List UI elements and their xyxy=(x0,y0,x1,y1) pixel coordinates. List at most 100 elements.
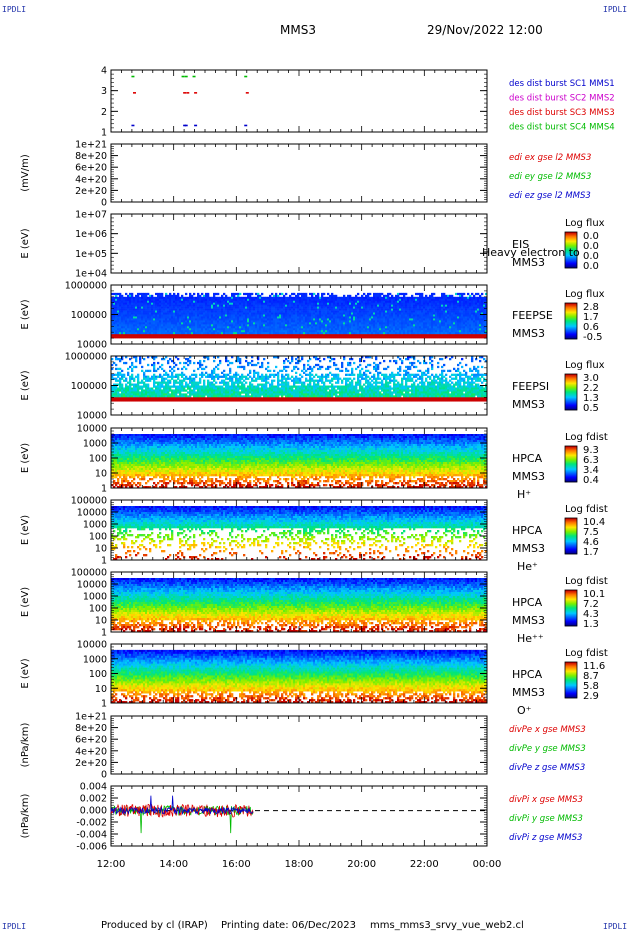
feeps_e-cell xyxy=(339,311,341,313)
feeps_e-cell xyxy=(465,324,467,326)
feeps_e-cell xyxy=(315,299,317,301)
feeps_e-cell xyxy=(151,324,153,326)
feeps_e-cell xyxy=(275,322,277,324)
feeps_e-cell xyxy=(253,332,255,334)
feeps_e-cell xyxy=(463,309,465,311)
feeps_e-cell xyxy=(163,328,165,330)
feeps_e-cell xyxy=(183,334,185,336)
feeps_e-cell xyxy=(129,326,131,328)
feeps_e-cell xyxy=(425,313,427,315)
feeps_e-cell xyxy=(305,299,307,301)
feeps_e-cell xyxy=(389,328,391,330)
feeps_e-cell xyxy=(173,334,175,336)
feeps_e-cell xyxy=(343,322,345,324)
feeps_e-cell xyxy=(363,299,365,301)
feeps_e-cell xyxy=(399,322,401,324)
feeps_e-cell xyxy=(471,311,473,313)
feeps_e-cell xyxy=(197,311,199,313)
feeps_e-cell xyxy=(217,326,219,328)
feeps_e-cell xyxy=(477,307,479,309)
feeps_e-cell xyxy=(125,309,127,311)
feeps_e-cell xyxy=(123,322,125,324)
feeps_e-cell xyxy=(223,332,225,334)
feeps_e-cell xyxy=(475,336,477,338)
feeps_e-cell xyxy=(305,295,307,297)
feeps_e-cell xyxy=(211,309,213,311)
feeps_e-cell xyxy=(119,313,121,315)
feeps_e-cell xyxy=(187,334,189,336)
feeps_e-cell xyxy=(301,330,303,332)
feeps_e-cell xyxy=(205,311,207,313)
feeps_e-cell xyxy=(293,326,295,328)
feeps_e-cell xyxy=(119,297,121,299)
feeps_e-cell xyxy=(441,324,443,326)
feeps_e-cell xyxy=(295,324,297,326)
feeps_e-cell xyxy=(479,299,481,301)
feeps_e-cell xyxy=(121,336,123,338)
feeps_e-cell xyxy=(371,318,373,320)
feeps_e-cell xyxy=(163,320,165,322)
feeps_e-cell xyxy=(215,332,217,334)
feeps_e-cell xyxy=(261,315,263,317)
feeps_e-cell xyxy=(201,305,203,307)
feeps_e-cell xyxy=(367,332,369,334)
feeps_e-cell xyxy=(361,297,363,299)
feeps_e-cell xyxy=(247,315,249,317)
feeps_e-cell xyxy=(141,320,143,322)
feeps_e-cell xyxy=(189,328,191,330)
feeps_e-cell xyxy=(181,309,183,311)
feeps_e-cell xyxy=(249,303,251,305)
feeps_e-cell xyxy=(395,336,397,338)
feeps_e-cell xyxy=(471,313,473,315)
feeps_e-cell xyxy=(377,313,379,315)
feeps_e-cell xyxy=(371,334,373,336)
feeps_e-cell xyxy=(327,336,329,338)
feeps_i-cell xyxy=(139,360,141,362)
feeps_e-cell xyxy=(281,336,283,338)
feeps_e-cell xyxy=(143,309,145,311)
feeps_i-cell xyxy=(133,399,135,401)
feeps_e-cell xyxy=(295,309,297,311)
feeps_e-cell xyxy=(115,326,117,328)
feeps_i-cell xyxy=(145,387,147,389)
feeps_e-cell xyxy=(249,309,251,311)
feeps_e-cell xyxy=(469,330,471,332)
feeps_e-cell xyxy=(147,311,149,313)
feeps_e-cell xyxy=(135,332,137,334)
feeps_e-cell xyxy=(163,307,165,309)
feeps_e-cell xyxy=(123,305,125,307)
feeps_e-cell xyxy=(413,316,415,318)
feeps_e-cell xyxy=(149,318,151,320)
feeps_e-cell xyxy=(359,322,361,324)
feeps_e-cell xyxy=(397,311,399,313)
feeps_e-cell xyxy=(257,332,259,334)
feeps_e-cell xyxy=(437,307,439,309)
feeps_e-cell xyxy=(201,328,203,330)
feeps_e-cell xyxy=(245,293,247,295)
feeps_e-cell xyxy=(299,334,301,336)
feeps_e-cell xyxy=(233,322,235,324)
edi-ylabel: (mV/m) xyxy=(20,154,31,192)
feeps_e-cell xyxy=(307,303,309,305)
feeps_e-cell xyxy=(145,297,147,299)
feeps_e-cell xyxy=(203,311,205,313)
feeps_e-cell xyxy=(163,297,165,299)
feeps_i-cell xyxy=(123,391,125,393)
feeps_e-cell xyxy=(187,330,189,332)
feeps_e-cell xyxy=(169,320,171,322)
feeps_e-cell xyxy=(333,301,335,303)
feeps_e-cell xyxy=(277,318,279,320)
feeps_e-cell xyxy=(357,303,359,305)
feeps_e-cell xyxy=(475,316,477,318)
feeps_e-cell xyxy=(161,322,163,324)
feeps_e-cell xyxy=(377,309,379,311)
feeps_e-cell xyxy=(421,332,423,334)
feeps_e-cell xyxy=(447,326,449,328)
feeps_e-cell xyxy=(271,315,273,317)
feeps_e-cell xyxy=(173,309,175,311)
feeps_e-cell xyxy=(137,336,139,338)
feeps_e-cell xyxy=(125,330,127,332)
feeps_e-cell xyxy=(301,322,303,324)
feeps_e-cell xyxy=(389,313,391,315)
feeps_e-cell xyxy=(377,328,379,330)
